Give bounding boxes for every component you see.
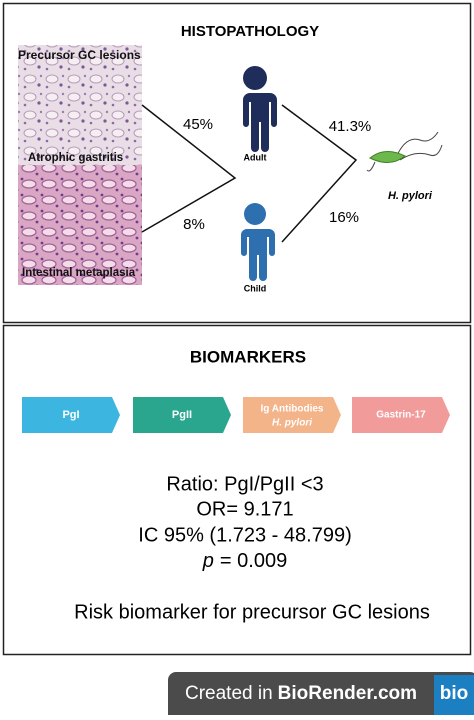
logo-box (434, 675, 474, 715)
watermark (168, 672, 474, 720)
biomarker-pill (22, 397, 120, 433)
conclusion: Risk biomarker for precursor GC lesions (74, 601, 430, 623)
histology-image (18, 45, 142, 165)
logo-text: bio (440, 683, 469, 704)
biomarker-pill (243, 397, 341, 433)
pill-label: PgII (172, 409, 192, 421)
child-icon (241, 203, 275, 281)
connector (141, 104, 237, 233)
image-label: Precursor GC lesions (18, 48, 141, 62)
watermark-text: Created in BioRender.com (185, 683, 417, 704)
bacterium-icon (366, 131, 443, 172)
pill-label: Gastrin-17 (376, 410, 426, 421)
connector (281, 104, 358, 243)
stat-line: IC 95% (1.723 - 48.799) (138, 524, 351, 546)
figure-label: Adult (244, 152, 267, 162)
pill-label: Ig Antibodies (261, 404, 324, 415)
image-label: Intestinal metaplasia (22, 267, 136, 279)
stat-line: Ratio: PgI/PgII <3 (166, 473, 323, 495)
p-value: = 0.009 (220, 550, 287, 572)
histology-image (18, 165, 142, 285)
percentage: 45% (183, 116, 213, 133)
biomarkers-panel (2, 324, 472, 656)
bacterium-label: H. pylori (388, 190, 433, 202)
stat-line: OR= 9.171 (196, 498, 293, 520)
p-symbol: p (202, 550, 214, 572)
panel-title: BIOMARKERS (190, 347, 306, 366)
biomarker-pill (352, 397, 450, 433)
image-label: Atrophic gastritis (28, 152, 123, 164)
biomarker-pill (133, 397, 231, 433)
percentage: 16% (329, 209, 359, 226)
panel-title: HISTOPATHOLOGY (181, 23, 319, 40)
percentage: 41.3% (329, 118, 372, 135)
percentage: 8% (183, 216, 205, 233)
pill-label: H. pylori (272, 418, 312, 429)
figure-label: Child (244, 283, 267, 293)
pill-label: PgI (62, 409, 79, 421)
watermark-created: Created in (185, 683, 273, 704)
watermark-brand: BioRender.com (278, 683, 417, 704)
stat-line: p = 0.009 (202, 550, 287, 572)
adult-icon (240, 66, 277, 152)
